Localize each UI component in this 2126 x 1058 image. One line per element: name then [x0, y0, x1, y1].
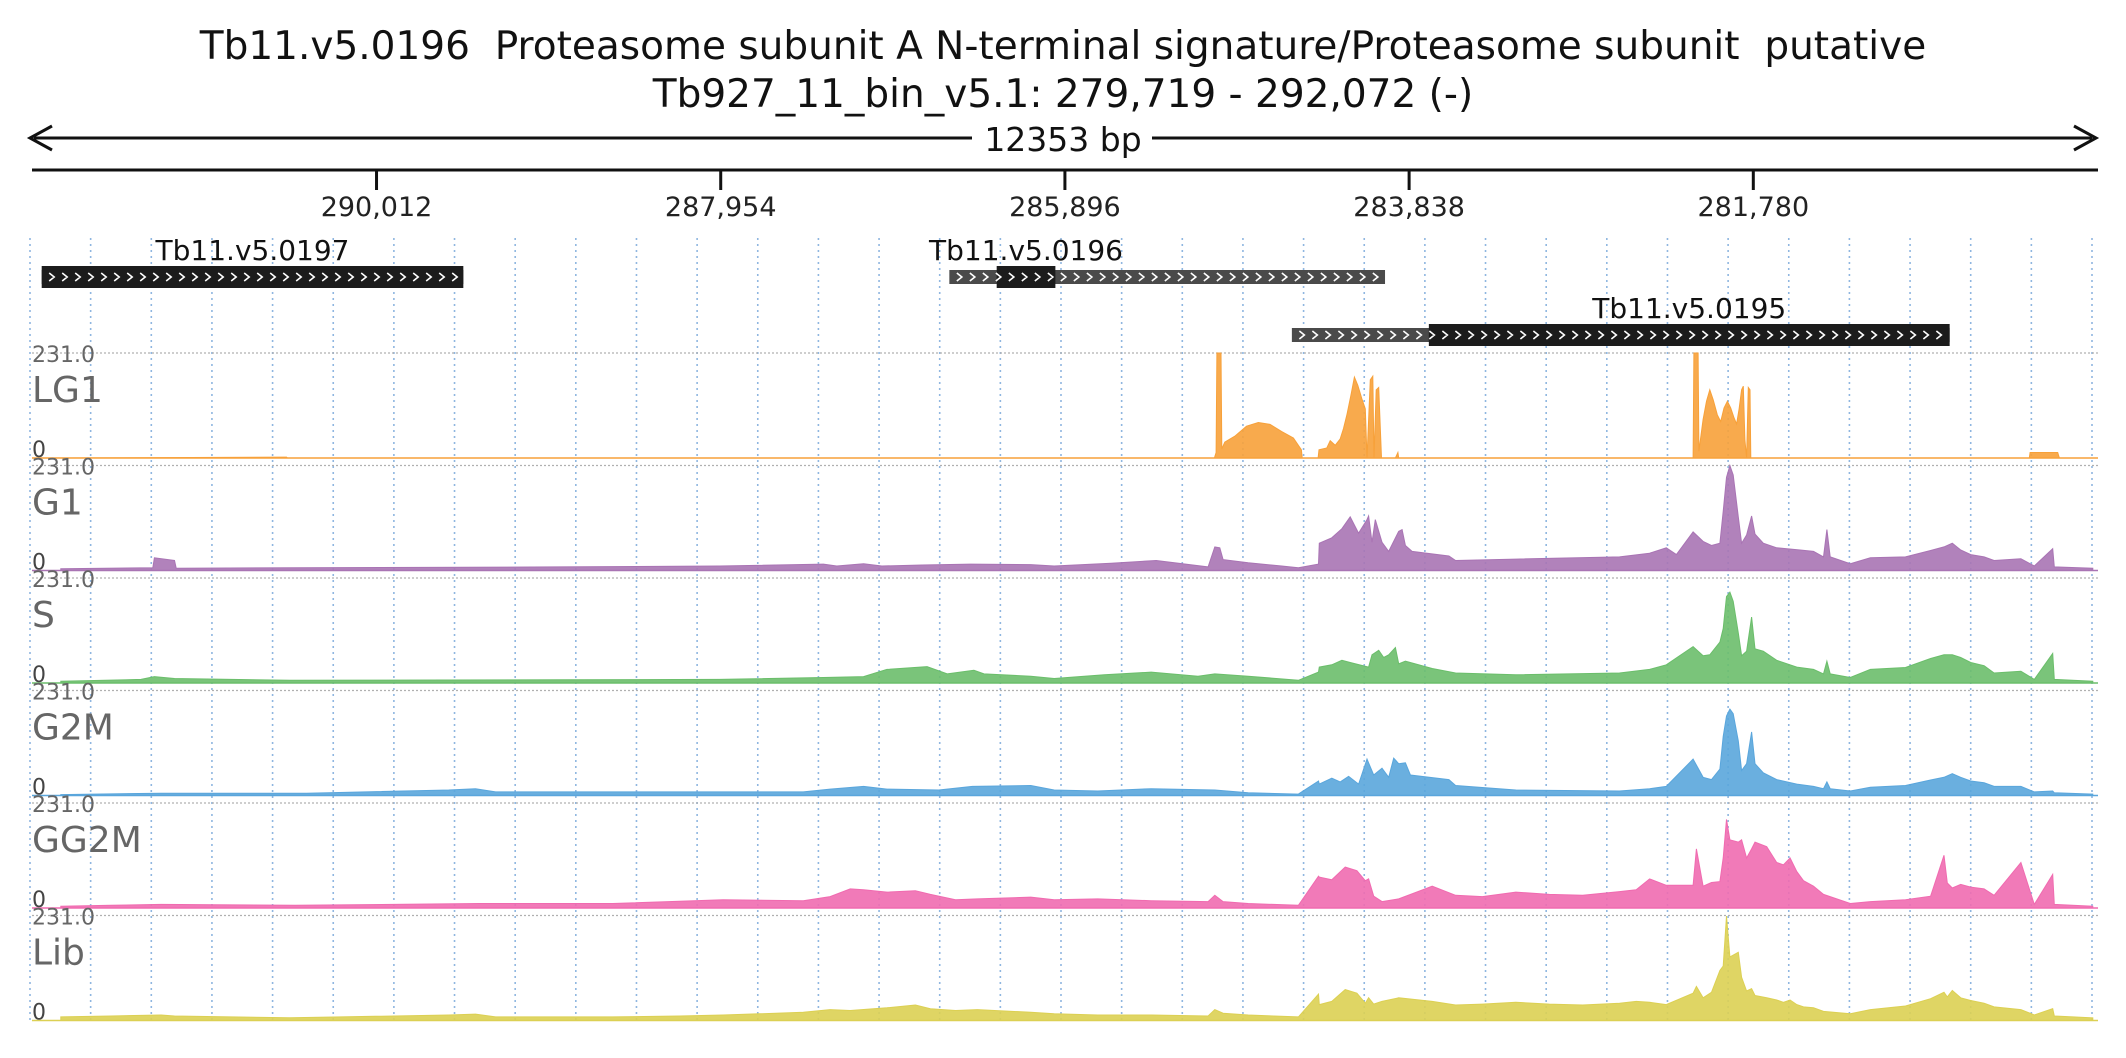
coverage-tracks: 231.0LG10231.0G10231.0S0231.0G2M0231.0GG… [32, 343, 2098, 1026]
track-ymax-label: 231.0 [32, 343, 95, 368]
track-ymax-label: 231.0 [32, 456, 95, 481]
strand-arrows [1298, 330, 1943, 340]
coverage-area [60, 708, 2094, 796]
gene-label: Tb11.v5.0196 [928, 234, 1123, 267]
gene-Tb11.v5.0197: Tb11.v5.0197 [41, 234, 464, 288]
gene-Tb11.v5.0196: Tb11.v5.0196 [928, 234, 1386, 288]
track-ymax-label: 231.0 [32, 793, 95, 818]
track-ymin-label: 0 [32, 551, 46, 576]
tick-label: 290,012 [321, 192, 433, 223]
span-indicator: 12353 bp [26, 120, 2100, 159]
strand-arrows [48, 272, 459, 282]
span-arrow-left [26, 124, 53, 152]
gene-track: Tb11.v5.0197 Tb11.v5.0196 Tb11.v5.0195 [41, 234, 1950, 346]
tick-label: 287,954 [665, 192, 777, 223]
gene-title: Tb11.v5.0196 Proteasome subunit A N-term… [199, 24, 1927, 69]
gene-cds [1428, 324, 1950, 346]
coverage-area [45, 352, 2061, 459]
span-arrow-right [2073, 124, 2100, 152]
track-ymin-label: 0 [32, 776, 46, 801]
track-ymax-label: 231.0 [32, 681, 95, 706]
track-name: LG1 [32, 370, 103, 411]
track-name: G2M [32, 708, 114, 749]
gene-cds [41, 266, 464, 288]
track-name: Lib [32, 933, 85, 974]
track-ymin-label: 0 [32, 438, 46, 463]
track-ymax-label: 231.0 [32, 906, 95, 931]
track-ymin-label: 0 [32, 1001, 46, 1026]
tick-label: 285,896 [1009, 192, 1121, 223]
track-g1: 231.0G1 0 [32, 456, 2098, 576]
gene-label: Tb11.v5.0197 [155, 234, 350, 267]
track-ymin-label: 0 [32, 663, 46, 688]
region-subtitle: Tb927_11_bin_v5.1: 279,719 - 292,072 (-) [652, 72, 1474, 117]
strand-arrows [956, 272, 1380, 282]
gene-label: Tb11.v5.0195 [1591, 292, 1786, 325]
coverage-area [60, 591, 2094, 684]
grid-lines [29, 238, 2093, 1022]
tick-label: 283,838 [1353, 192, 1465, 223]
track-ymax-label: 231.0 [32, 568, 95, 593]
gene-Tb11.v5.0195: Tb11.v5.0195 [1291, 292, 1950, 346]
gene-utr [949, 270, 1386, 284]
track-ymin-label: 0 [32, 888, 46, 913]
coverage-area [60, 819, 2094, 909]
track-s: 231.0S 0 [32, 568, 2098, 688]
tick-label: 281,780 [1697, 192, 1809, 223]
track-name: S [32, 595, 55, 636]
coverage-area [60, 915, 2094, 1021]
track-name: G1 [32, 483, 83, 524]
span-label: 12353 bp [984, 120, 1141, 159]
coverage-area [60, 463, 2094, 571]
coordinate-axis: 290,012 287,954 285,896 283,838 281,780 [32, 168, 2098, 223]
track-name: GG2M [32, 820, 142, 861]
